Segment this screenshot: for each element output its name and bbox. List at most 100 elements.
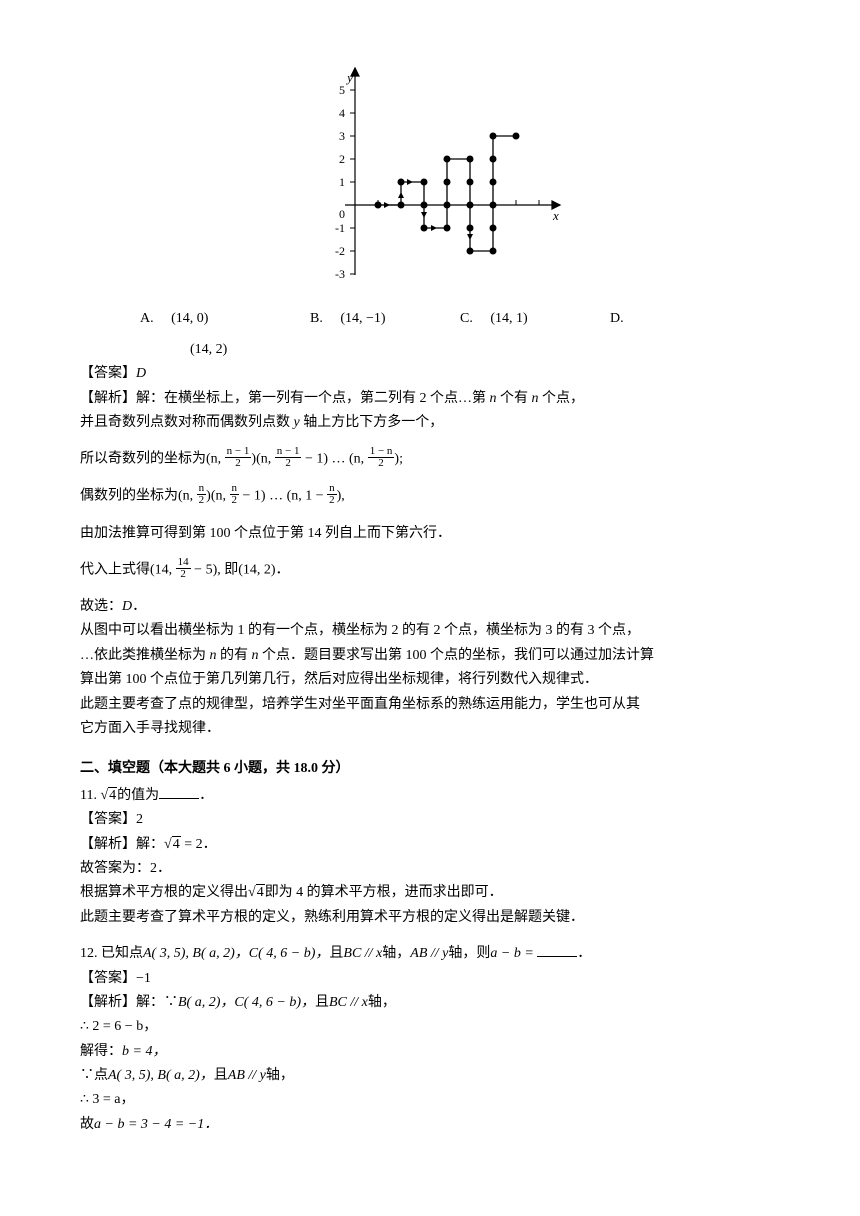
- q10-answer: 【答案】D: [80, 363, 780, 385]
- q10-line5: 由加法推算可得到第 100 个点位于第 14 列自上而下第六行．: [80, 523, 780, 545]
- expr: a − b =: [490, 946, 537, 961]
- t: 轴，: [266, 1068, 294, 1083]
- q10-line11: 此题主要考查了点的规律型，培养学生对坐平面直角坐标系的熟练运用能力，学生也可从其: [80, 694, 780, 716]
- blank: [159, 785, 199, 799]
- answer-value: −1: [136, 971, 151, 986]
- pt-b: B( a, 2)，: [178, 995, 234, 1010]
- t: a − b = 3 − 4 = −1．: [94, 1117, 218, 1132]
- t: b = 4，: [122, 1044, 166, 1059]
- svg-text:5: 5: [339, 83, 345, 97]
- q12-expl-1: 【解析】解：∵B( a, 2)，C( 4, 6 − b)，且BC // x轴，: [80, 992, 780, 1014]
- t: 的有: [217, 648, 252, 663]
- t: 个有: [497, 391, 532, 406]
- opt-a-letter: A.: [140, 311, 154, 326]
- svg-text:2: 2: [339, 152, 345, 166]
- t: 故选：: [80, 599, 122, 614]
- q12-line2: ∴ 2 = 6 − b，: [80, 1016, 780, 1038]
- qnum: 12.: [80, 946, 101, 961]
- n: n: [210, 648, 217, 663]
- q12-line5: ∴ 3 = a，: [80, 1089, 780, 1111]
- n: n: [252, 648, 259, 663]
- q11-expl-1: 【解析】解：4 = 2．: [80, 834, 780, 856]
- answer-label: 【答案】: [80, 971, 136, 986]
- svg-text:x: x: [552, 208, 559, 223]
- q10-line10: 算出第 100 个点位于第几列第几行，然后对应得出坐标规律，将行列数代入规律式．: [80, 669, 780, 691]
- t: 且: [315, 995, 329, 1010]
- q11-line4: 此题主要考查了算术平方根的定义，熟练利用算术平方根的定义得出是解题关键．: [80, 907, 780, 929]
- t: 解得：: [80, 1044, 122, 1059]
- t: 个点，: [539, 391, 585, 406]
- q10-odd-coords: 所以奇数列的坐标为(n, n − 12)(n, n − 12 − 1) … (n…: [80, 448, 780, 471]
- t: …: [266, 489, 287, 504]
- t: ),: [337, 489, 345, 504]
- opt-d-val: (14, 2): [80, 339, 780, 361]
- t: 根据算术平方根的定义得出: [80, 885, 248, 900]
- den: 2: [327, 495, 337, 506]
- t: 个点．题目要求写出第 100 个点的坐标，我们可以通过加法计算: [259, 648, 655, 663]
- t: 轴，: [382, 946, 410, 961]
- t: − 5),: [191, 563, 221, 578]
- svg-text:3: 3: [339, 129, 345, 143]
- sqrt-icon: 4: [100, 785, 117, 807]
- svg-text:-1: -1: [335, 221, 345, 235]
- t: (n,: [349, 452, 368, 467]
- t: 解：: [136, 837, 164, 852]
- qnum: 11.: [80, 788, 100, 803]
- t: = 2．: [181, 837, 217, 852]
- radicand: 4: [256, 884, 265, 900]
- expl-label: 【解析】: [80, 391, 136, 406]
- opt-c-val: (14, 1): [490, 311, 527, 326]
- svg-text:1: 1: [339, 175, 345, 189]
- n: n: [490, 391, 497, 406]
- t: ．: [199, 788, 213, 803]
- q12-line4: ∵点A( 3, 5), B( a, 2)，且AB // y轴，: [80, 1065, 780, 1087]
- t: 轴上方比下方多一个，: [300, 415, 444, 430]
- q12-stem: 12. 已知点A( 3, 5), B( a, 2)，C( 4, 6 − b)，且…: [80, 943, 780, 965]
- t: …依此类推横坐标为: [80, 648, 210, 663]
- q11-answer: 【答案】2: [80, 809, 780, 831]
- q11-line3: 根据算术平方根的定义得出 4即为 4 的算术平方根，进而求出即可．: [80, 882, 780, 904]
- t: 解：∵: [136, 995, 178, 1010]
- den: 2: [368, 458, 395, 469]
- t: (n,: [211, 489, 230, 504]
- opt-d-letter: D.: [610, 311, 624, 326]
- t: 解：在横坐标上，第一列有一个点，第二列有 2 个点…第: [136, 391, 490, 406]
- t: …: [328, 452, 349, 467]
- den: 2: [197, 495, 207, 506]
- answer-label: 【答案】: [80, 366, 136, 381]
- q10-expl-2: 并且奇数列点数对称而偶数列点数 y 轴上方比下方多一个，: [80, 412, 780, 434]
- svg-text:-3: -3: [335, 267, 345, 281]
- t: 轴，则: [448, 946, 490, 961]
- radicand: 4: [172, 836, 181, 852]
- t: (14,: [150, 563, 176, 578]
- q12-line3: 解得：b = 4，: [80, 1041, 780, 1063]
- t: );: [394, 452, 403, 467]
- t: 轴，: [368, 995, 396, 1010]
- den: 2: [275, 458, 302, 469]
- t: 的值为: [117, 788, 159, 803]
- answer-options: A. (14, 0) B. (14, −1) C. (14, 1) D.: [80, 308, 780, 330]
- coordinate-graph: y x 5 4 3 2 1 0 -1 -2 -3: [80, 60, 780, 298]
- answer-label: 【答案】: [80, 812, 136, 827]
- t: 即为 4 的算术平方根，进而求出即可．: [265, 885, 503, 900]
- opt-b-val: (14, −1): [340, 311, 385, 326]
- t: 且: [329, 946, 343, 961]
- t: (n,: [256, 452, 275, 467]
- svg-text:4: 4: [339, 106, 345, 120]
- blank: [537, 943, 577, 957]
- q12-answer: 【答案】−1: [80, 968, 780, 990]
- q10-line7: 故选：D．: [80, 596, 780, 618]
- q10-line9: …依此类推横坐标为 n 的有 n 个点．题目要求写出第 100 个点的坐标，我们…: [80, 645, 780, 667]
- pt-c: C( 4, 6 − b)，: [249, 946, 330, 961]
- t: 所以奇数列的坐标为: [80, 452, 206, 467]
- q11-line2: 故答案为：2．: [80, 858, 780, 880]
- t: (n,: [206, 452, 225, 467]
- svg-text:0: 0: [339, 207, 345, 221]
- answer-value: 2: [136, 812, 143, 827]
- t: ∵点: [80, 1068, 108, 1083]
- pt-a: A( 3, 5),: [108, 1068, 154, 1083]
- q12-line6: 故a − b = 3 − 4 = −1．: [80, 1114, 780, 1136]
- q10-line8: 从图中可以看出横坐标为 1 的有一个点，横坐标为 2 的有 2 个点，横坐标为 …: [80, 620, 780, 642]
- bc: BC // x: [329, 995, 368, 1010]
- opt-b-letter: B.: [310, 311, 323, 326]
